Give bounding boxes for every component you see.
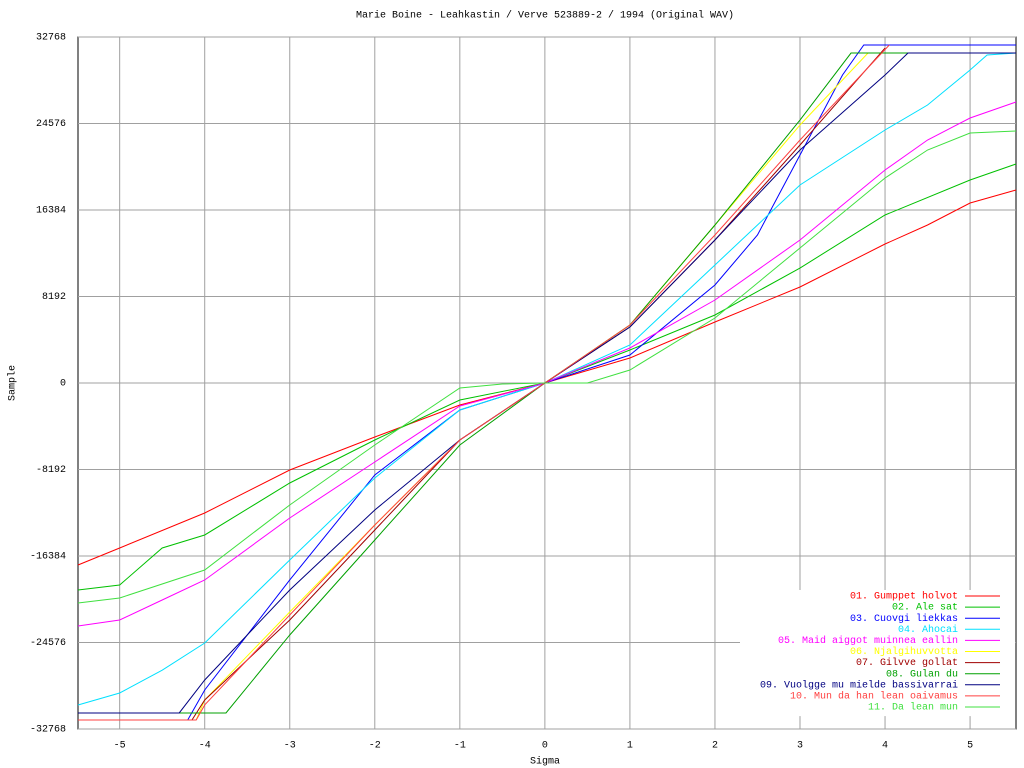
legend-label: 06. Njalgihuvvotta xyxy=(850,646,958,658)
series-line xyxy=(77,101,1017,627)
y-tick-label: 8192 xyxy=(42,292,66,303)
legend-label: 01. Gumppet holvot xyxy=(850,591,958,603)
x-tick-label: 4 xyxy=(882,741,888,752)
legend-label: 10. Mun da han lean oaivamus xyxy=(790,691,958,703)
x-axis-label: Sigma xyxy=(530,756,560,768)
legend-label: 09. Vuolgge mu mielde bassivarrai xyxy=(760,679,958,691)
legend-label: 11. Da lean mun xyxy=(868,702,958,714)
legend-label: 04. Ahocai xyxy=(898,624,958,636)
x-tick-label: 2 xyxy=(712,741,718,752)
series-line xyxy=(77,52,1017,706)
x-tick-label: 3 xyxy=(797,741,803,752)
legend-label: 03. Cuovgi liekkas xyxy=(850,613,958,625)
y-axis-label: Sample xyxy=(7,365,19,401)
legend-label: 02. Ale sat xyxy=(892,602,958,614)
y-tick-label: -8192 xyxy=(36,465,66,476)
series-line xyxy=(77,163,1017,591)
series-line xyxy=(77,130,1017,604)
chart-title: Marie Boine - Leahkastin / Verve 523889-… xyxy=(356,10,734,22)
legend-label: 05. Maid aiggot muinnea eallin xyxy=(778,635,958,647)
series-line xyxy=(78,44,890,721)
x-tick-label: -4 xyxy=(199,741,211,752)
y-tick-label: -32768 xyxy=(30,725,66,736)
y-tick-label: -24576 xyxy=(30,638,66,649)
y-tick-label: 0 xyxy=(60,379,66,390)
y-tick-label: 16384 xyxy=(36,206,66,217)
legend-label: 08. Gulan du xyxy=(886,668,958,680)
legend-label: 07. Gilvve gollat xyxy=(856,657,958,669)
x-tick-label: 0 xyxy=(542,741,548,752)
series-line xyxy=(78,44,1016,721)
x-tick-label: 1 xyxy=(627,741,633,752)
x-tick-label: -1 xyxy=(454,741,466,752)
legend-box xyxy=(740,590,1015,717)
x-tick-label: -3 xyxy=(284,741,296,752)
y-tick-label: -16384 xyxy=(30,552,66,563)
y-tick-label: 32768 xyxy=(36,33,66,44)
x-tick-label: 5 xyxy=(967,741,973,752)
x-tick-label: -5 xyxy=(114,741,126,752)
series-line xyxy=(77,189,1017,566)
x-tick-label: -2 xyxy=(369,741,381,752)
y-tick-label: 24576 xyxy=(36,119,66,130)
